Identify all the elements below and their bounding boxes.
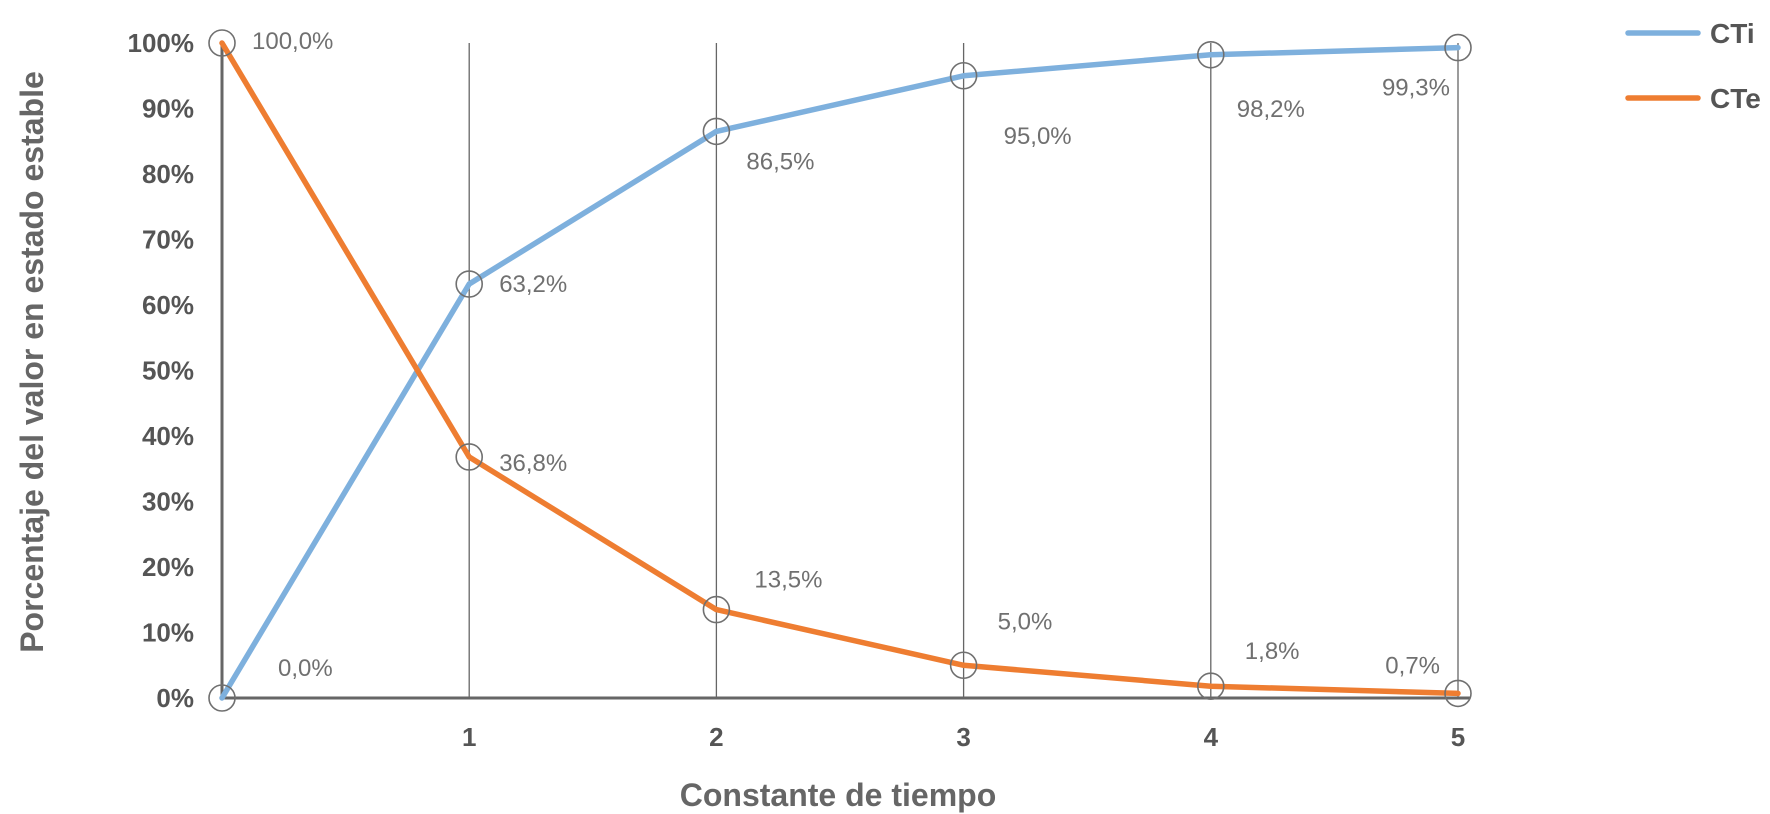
data-point-cte (1197, 672, 1225, 701)
data-label-cti: 98,2% (1237, 96, 1305, 123)
legend-item-cti: CTi (1625, 18, 1755, 49)
grid-layer (468, 43, 1459, 698)
y-tick-label: 50% (142, 356, 194, 386)
data-label-cte: 13,5% (754, 567, 822, 594)
data-label-cti: 99,3% (1382, 75, 1450, 102)
x-tick-label: 1 (462, 722, 476, 752)
y-tick-label: 90% (142, 94, 194, 124)
legend: CTi CTe (1625, 18, 1761, 114)
data-point-cte (702, 595, 731, 624)
y-axis-title: Porcentaje del valor en estado estable (14, 71, 50, 653)
axis-layer (220, 43, 1470, 700)
legend-item-cte: CTe (1625, 83, 1761, 114)
legend-label-cti: CTi (1710, 18, 1755, 49)
data-point-cte (208, 29, 236, 57)
data-point-cti (1197, 40, 1225, 69)
data-point-cti (455, 270, 484, 298)
data-point-cti (1444, 33, 1472, 62)
y-tick-label: 40% (142, 421, 194, 451)
y-tick-label: 10% (142, 618, 194, 648)
data-point-cti (949, 61, 978, 90)
data-point-cti (208, 684, 236, 712)
series-line-cte (219, 40, 1461, 697)
y-tick-label: 20% (142, 552, 194, 582)
y-tick-label: 80% (142, 159, 194, 189)
label-layer: 0,0% 63,2% 86,5% 95,0% 98,2% 99,3% 100,0% 36,8%… (252, 28, 1450, 682)
legend-label-cte: CTe (1710, 83, 1761, 114)
data-label-cte: 1,8% (1245, 638, 1300, 665)
x-tick-label: 3 (956, 722, 970, 752)
marker-layer (208, 29, 1472, 712)
tick-layer: 0% 10% 20% 30% 40% 50% 60% 70% 80% 90% 100% 1 2 3 4 5 (128, 28, 1466, 752)
data-label-cti: 95,0% (1004, 123, 1072, 150)
x-tick-label: 2 (709, 722, 723, 752)
y-tick-label: 100% (128, 28, 195, 58)
data-label-cte: 0,7% (1385, 652, 1440, 679)
data-label-cti: 86,5% (746, 148, 814, 175)
y-tick-label: 60% (142, 290, 194, 320)
data-point-cte (1444, 679, 1472, 708)
data-point-cte (949, 651, 978, 680)
data-label-cte: 5,0% (998, 608, 1053, 635)
y-tick-label: 0% (156, 683, 194, 713)
data-point-cti (702, 117, 731, 146)
data-label-cti: 63,2% (499, 271, 567, 298)
series-layer (219, 40, 1461, 701)
y-tick-label: 30% (142, 487, 194, 517)
x-tick-label: 4 (1204, 722, 1219, 752)
data-point-cte (455, 443, 484, 471)
series-line-cti (219, 44, 1461, 701)
data-label-cti: 0,0% (278, 655, 333, 682)
data-label-cte: 100,0% (252, 28, 333, 55)
x-tick-label: 5 (1451, 722, 1465, 752)
data-label-cte: 36,8% (499, 450, 567, 477)
y-tick-label: 70% (142, 225, 194, 255)
x-axis-title: Constante de tiempo (680, 777, 996, 813)
